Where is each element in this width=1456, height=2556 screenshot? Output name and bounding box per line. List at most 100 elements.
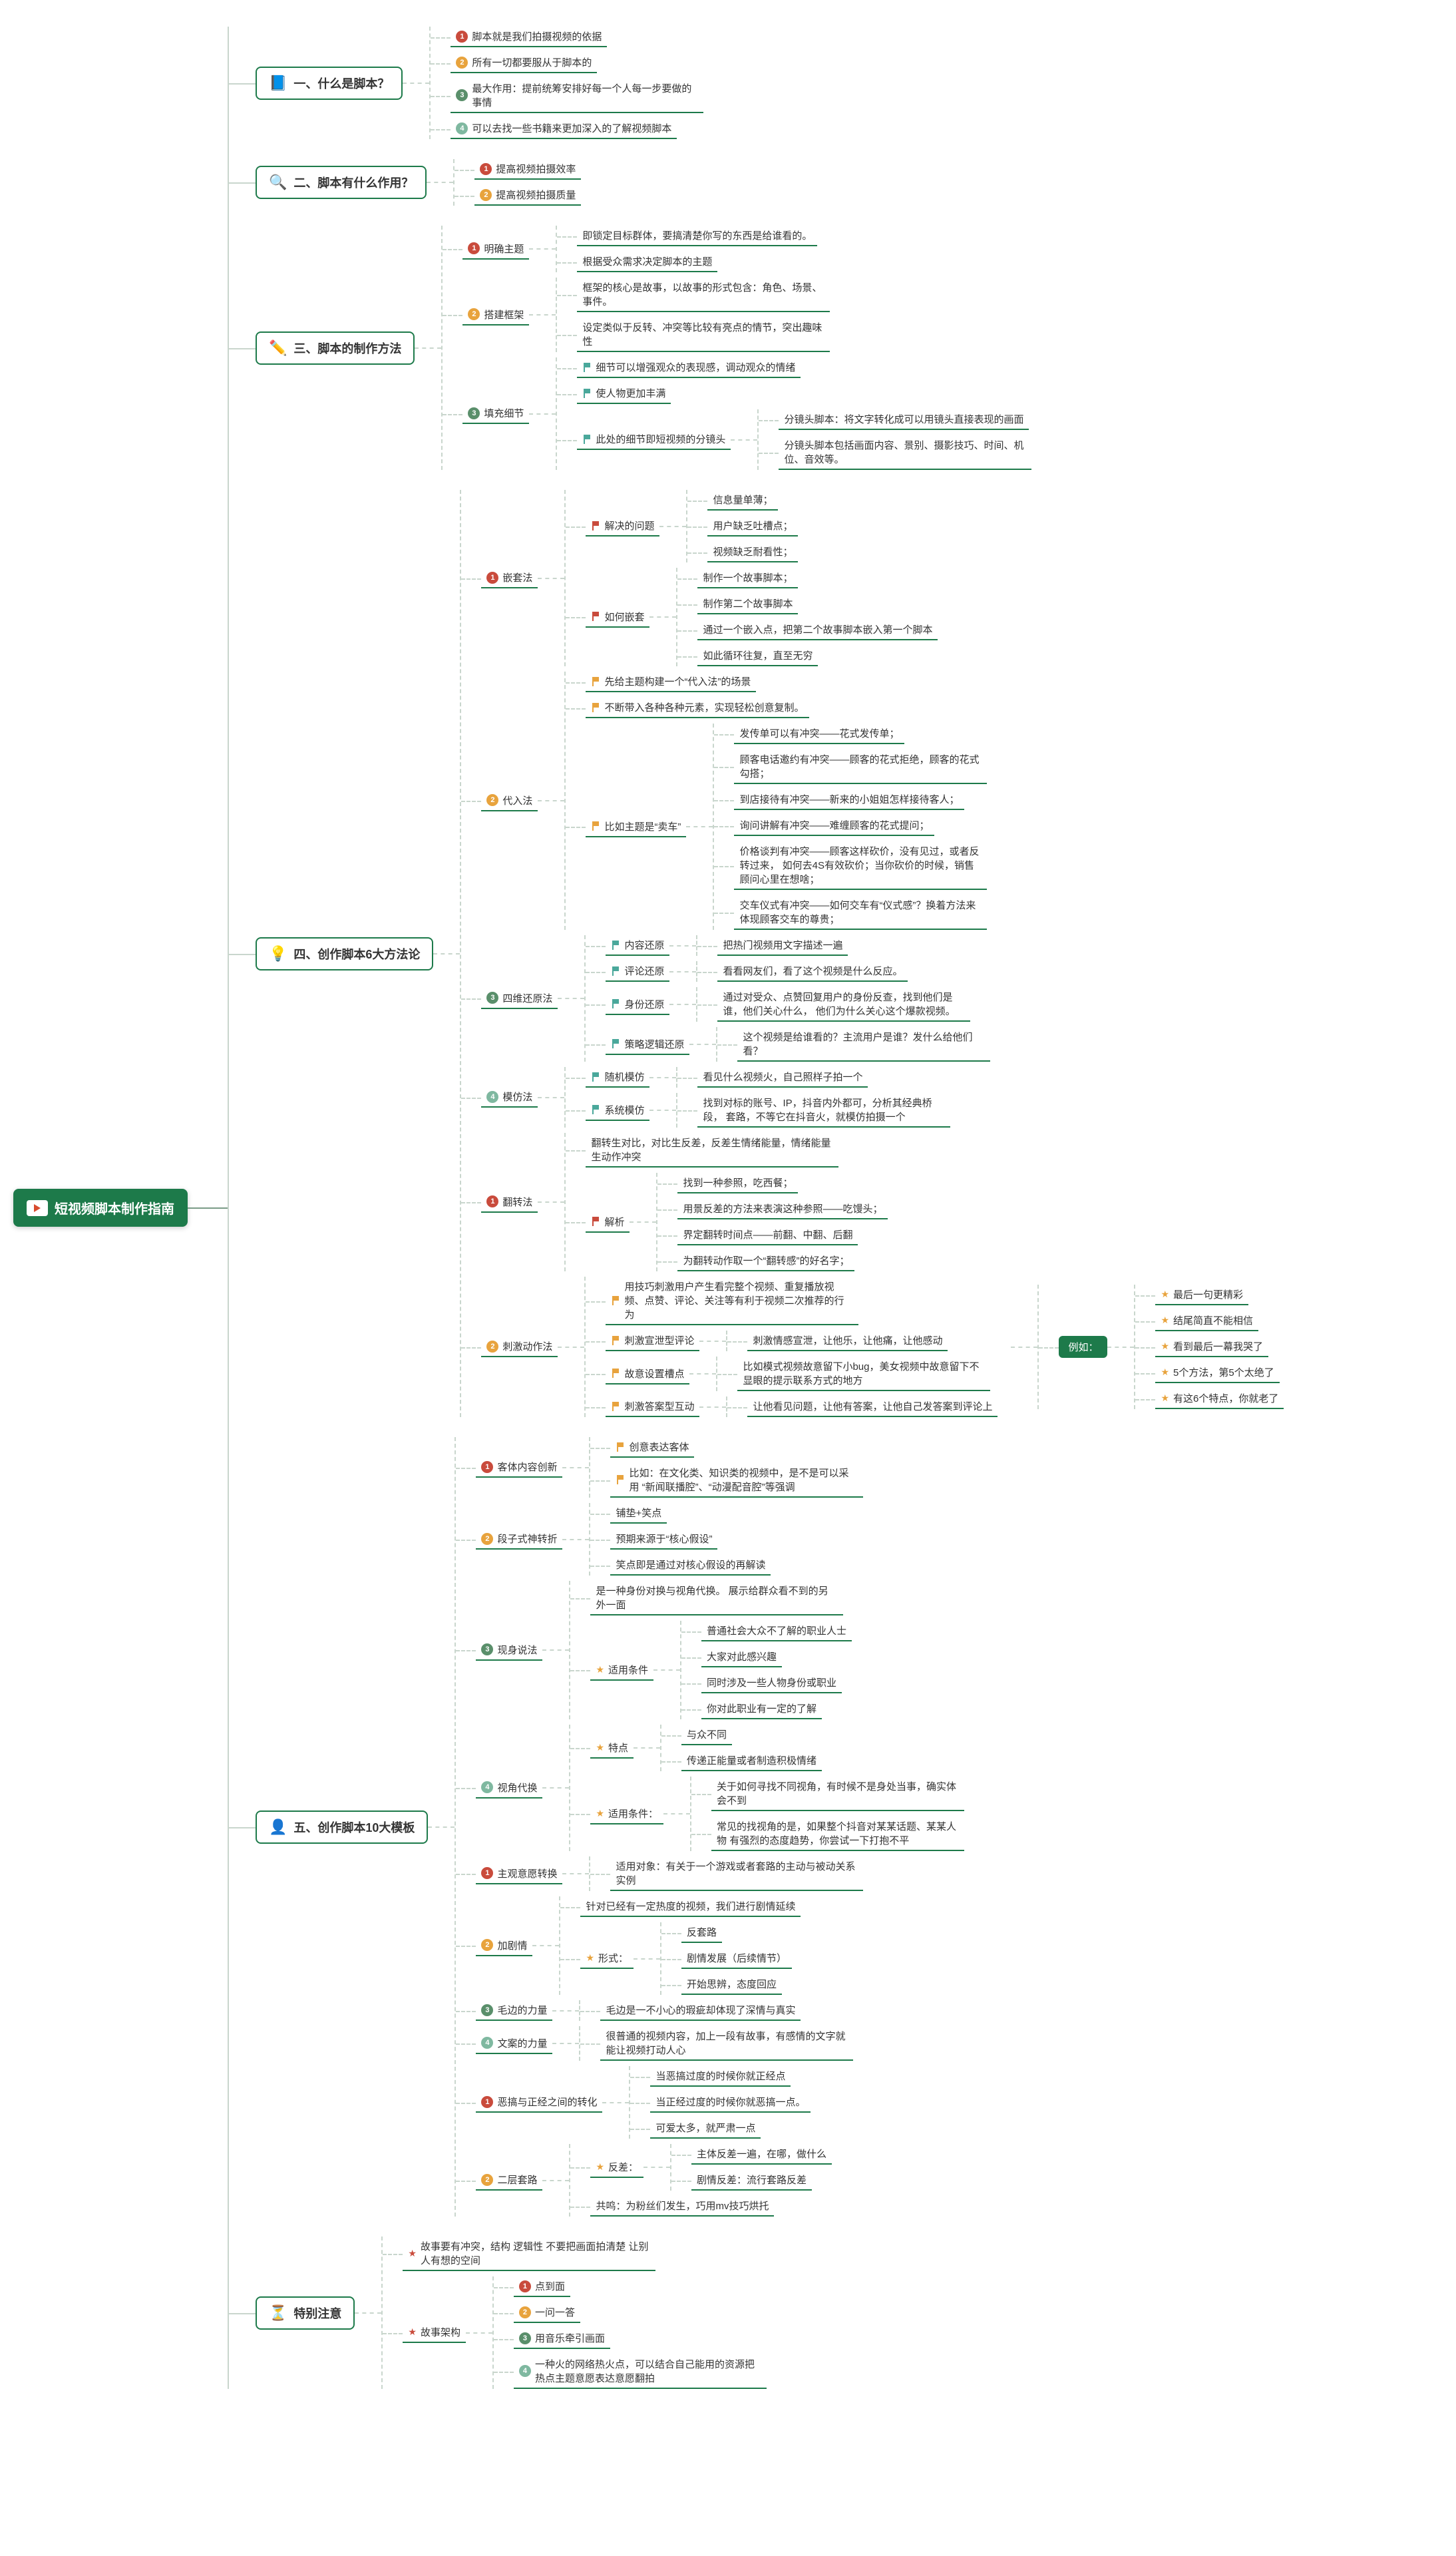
leaf-node: 看见什么视频火，自己照样子拍一个 xyxy=(697,1067,868,1088)
leaf-node: 1脚本就是我们拍摄视频的依据 xyxy=(451,27,607,47)
leaf-node: ★结尾简直不能相信 xyxy=(1155,1311,1258,1331)
leaf-node: 铺垫+笑点 xyxy=(610,1503,667,1524)
node: ★形式： xyxy=(580,1948,634,1969)
leaf-node: 很普通的视频内容，加上一段有故事，有感情的文字就能让视频打动人心 xyxy=(600,2026,853,2061)
node: 3现身说法 xyxy=(476,1640,542,1661)
leaf-node: 把热门视频用文字描述一遍 xyxy=(717,935,848,956)
leaf-node: 看看网友们，看了这个视频是什么反应。 xyxy=(717,961,908,982)
person-icon: 👤 xyxy=(269,1818,287,1836)
node: 4视角代换 xyxy=(476,1778,542,1799)
hourglass-icon: ⏳ xyxy=(269,2304,287,2322)
leaf-node: 即锁定目标群体，要搞清楚你写的东西是给谁看的。 xyxy=(577,226,817,246)
leaf-node: 适用对象：有关于一个游戏或者套路的主动与被动关系实例 xyxy=(610,1856,863,1891)
section-3: ✏️三、脚本的制作方法 xyxy=(256,331,415,365)
bulb-icon: 💡 xyxy=(269,945,287,962)
leaf-node: 让他看见问题，让他有答案，让他自己发答案到评论上 xyxy=(747,1396,998,1417)
leaf-node: 开始思辨，态度回应 xyxy=(681,1974,782,1995)
leaf-node: 是一种身份对换与视角代换。 展示给群众看不到的另外一面 xyxy=(590,1581,843,1615)
section-2: 🔍二、脚本有什么作用？ xyxy=(256,166,427,199)
node: 如何嵌套 xyxy=(586,607,649,628)
leaf-node: ★故事要有冲突，结构 逻辑性 不要把画面拍清楚 让别人有想的空间 xyxy=(403,2236,655,2271)
leaf-node: ★最后一句更精彩 xyxy=(1155,1285,1248,1305)
leaf-node: 信息量单薄； xyxy=(707,490,778,511)
leaf-node: 分镜头脚本：将文字转化成可以用镜头直接表现的画面 xyxy=(779,409,1029,430)
leaf-node: 分镜头脚本包括画面内容、景别、摄影技巧、时间、机位、音效等。 xyxy=(779,435,1031,470)
leaf-node: 发传单可以有冲突——花式发传单； xyxy=(734,724,904,744)
leaf-node: ★5个方法，第5个太绝了 xyxy=(1155,1363,1279,1383)
leaf-node: 这个视频是给谁看的？主流用户是谁？发什么给他们看？ xyxy=(737,1027,990,1062)
leaf-node: 同时涉及一些人物身份或职业 xyxy=(701,1673,842,1693)
leaf-node: 可爱太多，就严肃一点 xyxy=(650,2118,761,2139)
node: 内容还原 xyxy=(606,935,669,956)
leaf-node: 界定翻转时间点——前翻、中翻、后翻 xyxy=(677,1225,858,1245)
video-icon xyxy=(27,1200,48,1216)
leaf-node: 找到一种参照，吃西餐； xyxy=(677,1173,798,1193)
node: 刺激宣泄型评论 xyxy=(606,1331,699,1351)
leaf-node: 常见的找视角的是，如果整个抖音对某某话题、某某人物 有强烈的态度趋势，你尝试一下… xyxy=(711,1816,964,1851)
leaf-node: 当正经过度的时候你就恶搞一点。 xyxy=(650,2092,811,2113)
node: 1恶搞与正经之间的转化 xyxy=(476,2092,602,2113)
leaf-node: 毛边是一不小心的瑕疵却体现了深情与真实 xyxy=(600,2000,801,2021)
leaf-node: ★看到最后一幕我哭了 xyxy=(1155,1337,1268,1357)
node: 3毛边的力量 xyxy=(476,2000,552,2021)
node: 2代入法 xyxy=(481,791,538,811)
node: 2段子式神转折 xyxy=(476,1529,562,1550)
search-icon: 🔍 xyxy=(269,174,287,191)
node: 评论还原 xyxy=(606,961,669,982)
node: 随机模仿 xyxy=(586,1067,649,1088)
leaf-node: 通过一个嵌入点，把第二个故事脚本嵌入第一个脚本 xyxy=(697,620,938,640)
node: 此处的细节即短视频的分镜头 xyxy=(577,429,731,450)
leaf-node: 剧情反差：流行套路反差 xyxy=(691,2170,812,2191)
node: 3填充细节 xyxy=(462,403,529,424)
section-1: 📘一、什么是脚本？ xyxy=(256,67,403,100)
leaf-node: 4可以去找一些书籍来更加深入的了解视频脚本 xyxy=(451,118,677,139)
node: ★故事架构 xyxy=(403,2322,466,2343)
root-node: 短视频脚本制作指南 xyxy=(13,1189,188,1227)
node: 策略逻辑还原 xyxy=(606,1034,689,1055)
leaf-node: 找到对标的账号、IP，抖音内外都可，分析其经典桥段， 套路，不等它在抖音火，就模… xyxy=(697,1093,950,1128)
leaf-node: 比如：在文化类、知识类的视频中，是不是可以采用 “新闻联播腔”、“动漫配音腔”等… xyxy=(610,1463,863,1498)
leaf-node: 翻转生对比，对比生反差，反差生情绪能量，情绪能量生动作冲突 xyxy=(586,1133,838,1168)
leaf-node: 如此循环往复，直至无穷 xyxy=(697,646,818,666)
leaf-node: 1提高视频拍摄效率 xyxy=(474,159,581,180)
node: 2加剧情 xyxy=(476,1936,532,1956)
leaf-node: 共鸣：为粉丝们发生，巧用mv技巧烘托 xyxy=(590,2196,774,2217)
mindmap: 短视频脚本制作指南 📘一、什么是脚本？1脚本就是我们拍摄视频的依据2所有一切都要… xyxy=(13,27,1443,2389)
leaf-node: 传递正能量或者制造积极情绪 xyxy=(681,1751,822,1771)
leaf-node: 当恶搞过度的时候你就正经点 xyxy=(650,2066,791,2087)
leaf-node: 制作第二个故事脚本 xyxy=(697,594,798,614)
book-icon: 📘 xyxy=(269,75,287,92)
leaf-node: 你对此职业有一定的了解 xyxy=(701,1699,822,1719)
node: 4文案的力量 xyxy=(476,2033,552,2054)
leaf-node: 刺激情感宣泄，让他乐，让他痛，让他感动 xyxy=(747,1331,948,1351)
leaf-node: 交车仪式有冲突——如何交车有“仪式感”？换着方法来体现顾客交车的尊贵； xyxy=(734,895,987,930)
section-6: ⏳特别注意 xyxy=(256,2296,355,2330)
leaf-node: 1点到面 xyxy=(514,2276,570,2297)
section-4: 💡四、创作脚本6大方法论 xyxy=(256,937,433,970)
leaf-node: ★有这6个特点，你就老了 xyxy=(1155,1388,1284,1409)
pencil-icon: ✏️ xyxy=(269,339,287,357)
leaf-node: 创意表达客体 xyxy=(610,1437,694,1458)
node: 身份还原 xyxy=(606,994,669,1015)
node: 1翻转法 xyxy=(481,1192,538,1213)
leaf-node: 用景反差的方法来表演这种参照——吃馒头； xyxy=(677,1199,888,1219)
leaf-node: 制作一个故事脚本； xyxy=(697,568,798,588)
leaf-node: 细节可以增强观众的表现感，调动观众的情绪 xyxy=(577,357,801,378)
leaf-node: 视频缺乏耐看性； xyxy=(707,542,798,562)
node: 1嵌套法 xyxy=(481,568,538,588)
leaf-node: 3用音乐牵引画面 xyxy=(514,2328,610,2349)
node: 3四维还原法 xyxy=(481,988,558,1009)
node: 解析 xyxy=(586,1212,630,1233)
leaf-node: 普通社会大众不了解的职业人士 xyxy=(701,1621,852,1641)
leaf-node: 预期来源于“核心假设” xyxy=(610,1529,717,1550)
leaf-node: 剧情发展（后续情节） xyxy=(681,1948,792,1969)
node: 4模仿法 xyxy=(481,1087,538,1108)
leaf-node: 主体反差一遍，在哪，做什么 xyxy=(691,2144,832,2165)
node: ★特点 xyxy=(590,1738,634,1759)
leaf-node: 比如模式视频故意留下小bug，美女视频中故意留下不显眼的提示联系方式的地方 xyxy=(737,1357,990,1391)
leaf-node: 价格谈判有冲突——顾客这样砍价，没有见过，或者反转过来， 如何去4S有效砍价；当… xyxy=(734,841,987,890)
node: 解决的问题 xyxy=(586,516,659,536)
node: 系统模仿 xyxy=(586,1100,649,1121)
root-label: 短视频脚本制作指南 xyxy=(55,1198,174,1217)
node: 2搭建框架 xyxy=(462,305,529,325)
